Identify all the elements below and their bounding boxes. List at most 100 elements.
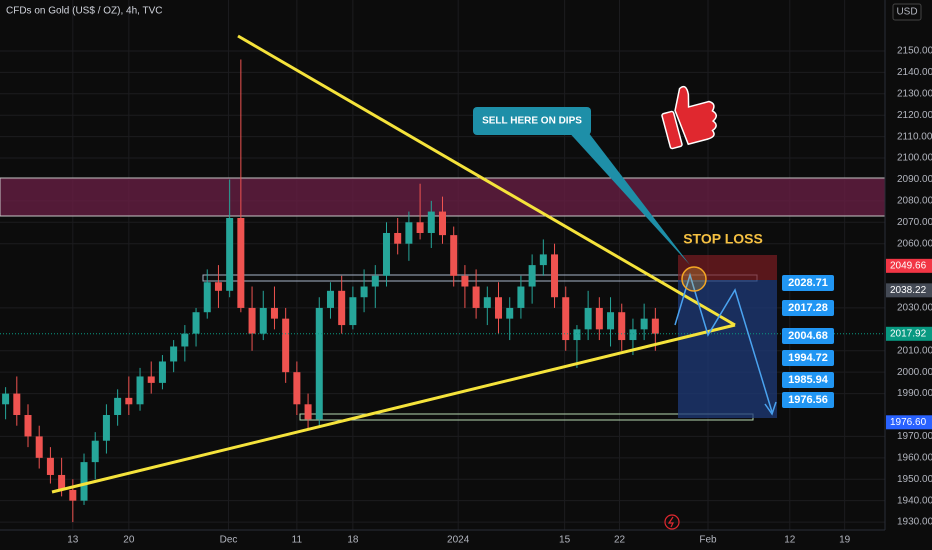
x-tick-label: 19 (839, 535, 851, 546)
candle-body (270, 307, 278, 319)
candle-body (304, 404, 312, 420)
candle-body (170, 346, 178, 362)
trendline-lower (51, 323, 736, 494)
y-tick-label: 1960.00 (897, 452, 932, 463)
x-tick-label: 12 (784, 535, 796, 546)
candle-body (125, 397, 133, 405)
candle-body (528, 265, 536, 287)
projection-arrow (764, 401, 777, 416)
candle-body (35, 436, 43, 458)
y-tick-label: 2100.00 (897, 153, 932, 164)
target-label: 2017.28 (788, 302, 828, 314)
x-tick-label: 18 (347, 535, 359, 546)
x-tick-label: Dec (220, 535, 238, 546)
projection (674, 272, 773, 413)
y-tick-label: 2120.00 (897, 110, 932, 121)
x-tick-label: Feb (699, 535, 717, 546)
target-label: 1976.56 (788, 394, 828, 406)
y-tick-label: 2150.00 (897, 46, 932, 57)
candle-body (282, 318, 290, 373)
candle-body (618, 312, 626, 341)
price-axis-bg (885, 0, 932, 550)
target-label: 2028.71 (788, 277, 828, 289)
candle-body (416, 222, 424, 233)
y-tick-label: 1930.00 (897, 517, 932, 528)
x-tick-label: 22 (614, 535, 626, 546)
x-tick-label: 13 (67, 535, 79, 546)
candle-body (517, 286, 525, 308)
target-label: 2004.68 (788, 330, 828, 342)
candle-body (450, 235, 458, 276)
candle-body (371, 275, 379, 287)
stop-loss-label: STOP LOSS (683, 231, 763, 247)
candle-body (651, 318, 659, 334)
candle-body (293, 372, 301, 405)
x-tick-label: 15 (559, 535, 571, 546)
candle-body (248, 307, 256, 334)
candle-body (495, 297, 503, 319)
callout-pointer (565, 128, 690, 265)
candle-body (338, 290, 346, 326)
axis-labels: 1930.00 1940.00 1950.00 1960.00 1970.00 1990.… (67, 46, 932, 546)
currency: USD (896, 7, 917, 18)
target-labels: 2028.71 2017.28 2004.68 1994.72 1985.94 1976.… (782, 275, 834, 408)
price-label: 2017.92 (890, 328, 927, 339)
x-tick-label: 20 (123, 535, 135, 546)
candle-body (259, 307, 267, 334)
candle-body (114, 397, 122, 416)
currency-box (892, 3, 922, 21)
y-tick-label: 2000.00 (897, 367, 932, 378)
y-tick-label: 1950.00 (897, 474, 932, 485)
candle-body (326, 290, 334, 308)
candle-body (214, 282, 222, 291)
candle-body (405, 222, 413, 244)
candle-body (69, 489, 77, 501)
candle-body (584, 307, 592, 330)
thumbs-up-icon (661, 85, 718, 150)
candle-body (58, 474, 66, 490)
candle-body (427, 211, 435, 233)
x-tick-label: 11 (292, 535, 303, 546)
candle-body (46, 457, 54, 475)
y-tick-label: 2140.00 (897, 67, 932, 78)
candle-body (226, 217, 234, 291)
y-tick-label: 2010.00 (897, 345, 932, 356)
y-tick-label: 1940.00 (897, 495, 932, 506)
candle-body (551, 254, 559, 298)
y-tick-label: 2070.00 (897, 217, 932, 228)
candle-body (181, 333, 189, 347)
candle-body (102, 415, 110, 441)
candle-body (640, 318, 648, 330)
candle-body (24, 415, 32, 437)
price-label-bg (886, 283, 932, 298)
candle-body (562, 297, 570, 341)
chart-title: CFDs on Gold (US$ / OZ), 4h, TVC (6, 6, 163, 17)
price-label: 2038.22 (890, 285, 927, 296)
candles (0, 59, 885, 523)
candle-body (595, 307, 603, 330)
candle-body (158, 361, 166, 383)
candle-body (2, 393, 10, 405)
candle-body (13, 393, 21, 416)
candle-body (147, 376, 155, 383)
price-label-bg (886, 415, 932, 430)
entry-circle (681, 266, 707, 292)
candle-body (382, 232, 390, 276)
y-tick-label: 2090.00 (897, 174, 932, 185)
target-label-bg (782, 350, 834, 366)
event-icon (664, 514, 680, 530)
y-tick-label: 2030.00 (897, 303, 932, 314)
x-tick-label: 2024 (447, 535, 470, 546)
candle-body (506, 307, 514, 319)
candle-body (394, 232, 402, 244)
candle-body (136, 376, 144, 405)
candle-body (439, 211, 446, 236)
candle-body (91, 440, 99, 463)
candle-body (461, 275, 469, 287)
candle-body (360, 286, 368, 298)
trendline-upper (237, 34, 736, 327)
target-label-bg (782, 300, 834, 316)
candle-body (607, 312, 615, 330)
